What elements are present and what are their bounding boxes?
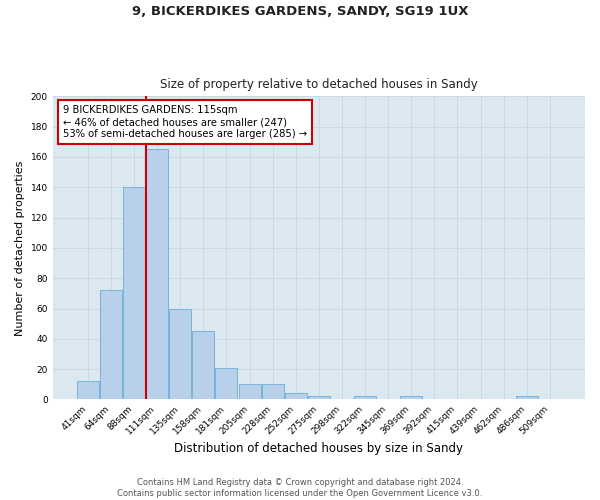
Bar	[262, 384, 284, 400]
Bar	[215, 368, 238, 400]
Text: 9 BICKERDIKES GARDENS: 115sqm
← 46% of detached houses are smaller (247)
53% of : 9 BICKERDIKES GARDENS: 115sqm ← 46% of d…	[64, 106, 307, 138]
Text: 9, BICKERDIKES GARDENS, SANDY, SG19 1UX: 9, BICKERDIKES GARDENS, SANDY, SG19 1UX	[132, 5, 468, 18]
Bar	[77, 382, 99, 400]
X-axis label: Distribution of detached houses by size in Sandy: Distribution of detached houses by size …	[175, 442, 463, 455]
Bar	[285, 394, 307, 400]
Bar	[169, 308, 191, 400]
Bar	[100, 290, 122, 400]
Bar	[354, 396, 376, 400]
Bar	[146, 150, 168, 400]
Y-axis label: Number of detached properties: Number of detached properties	[15, 160, 25, 336]
Title: Size of property relative to detached houses in Sandy: Size of property relative to detached ho…	[160, 78, 478, 91]
Bar	[239, 384, 260, 400]
Bar	[123, 188, 145, 400]
Bar	[400, 396, 422, 400]
Text: Contains HM Land Registry data © Crown copyright and database right 2024.
Contai: Contains HM Land Registry data © Crown c…	[118, 478, 482, 498]
Bar	[516, 396, 538, 400]
Bar	[308, 396, 330, 400]
Bar	[193, 332, 214, 400]
